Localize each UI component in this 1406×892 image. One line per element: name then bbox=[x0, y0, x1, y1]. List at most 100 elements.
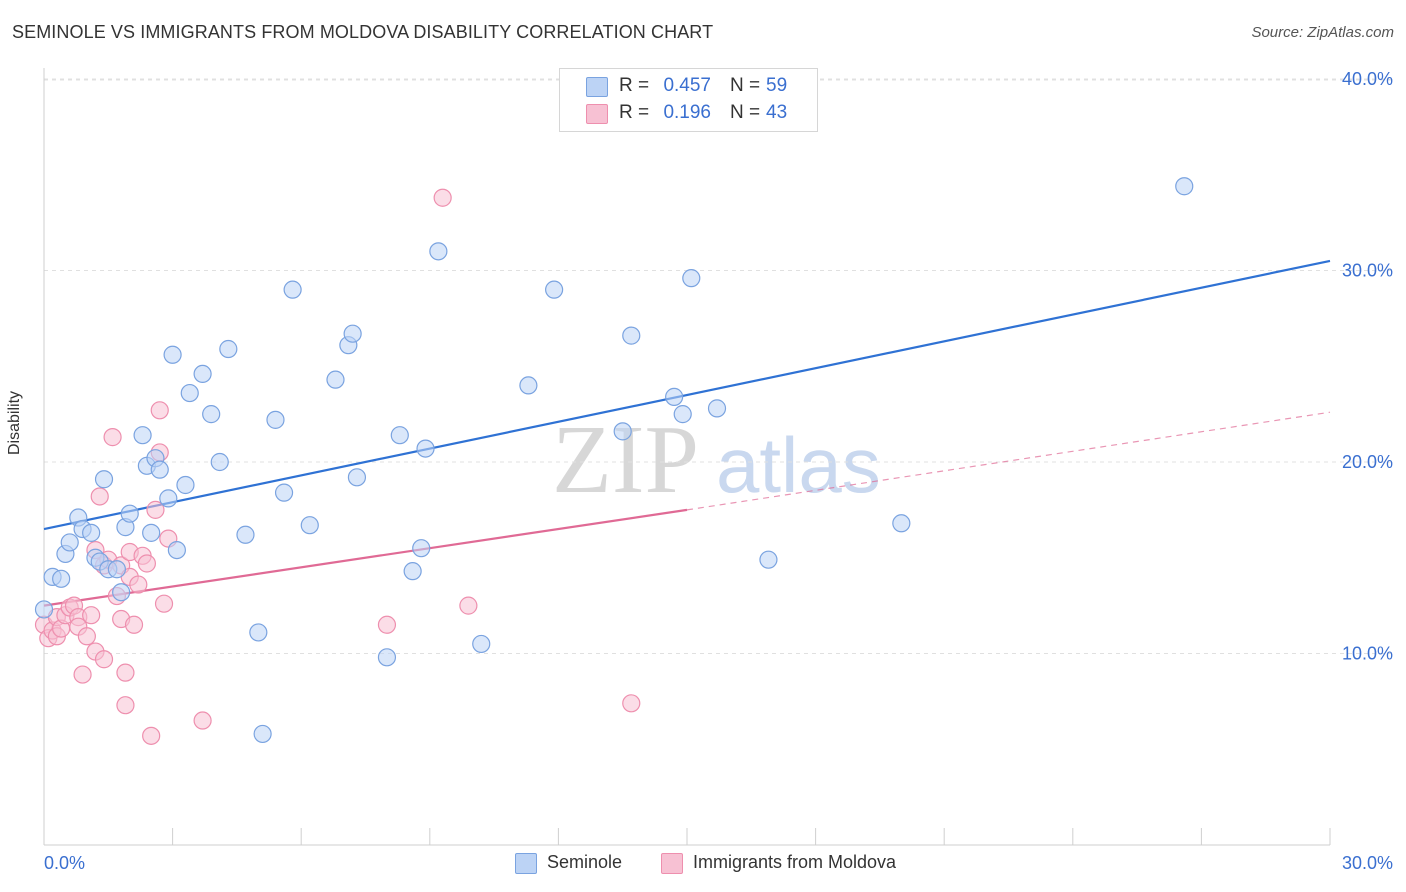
axes bbox=[43, 68, 1331, 846]
seminole-point bbox=[82, 523, 101, 542]
seminole-point bbox=[180, 383, 199, 403]
seminole-point bbox=[416, 439, 435, 458]
seminole-point bbox=[274, 483, 294, 502]
seminole-point bbox=[622, 326, 641, 345]
seminole-point bbox=[253, 724, 272, 744]
moldova-point bbox=[77, 627, 96, 646]
stats-legend-row-moldova: R = 0.196 N = 43 bbox=[560, 102, 817, 126]
y-tick-label: 30.0% bbox=[1342, 261, 1393, 281]
moldova-point bbox=[433, 188, 452, 207]
seminole-swatch bbox=[586, 77, 608, 97]
seminole-point bbox=[210, 452, 229, 472]
seminole-legend-swatch bbox=[515, 853, 537, 874]
legend-label: Seminole bbox=[547, 852, 623, 872]
seminole-point bbox=[176, 475, 195, 495]
seminole-point bbox=[613, 422, 632, 441]
moldova-point bbox=[94, 650, 114, 669]
x-tick-label: 0.0% bbox=[44, 853, 85, 873]
moldova-swatch bbox=[586, 104, 608, 124]
legend-label: Immigrants from Moldova bbox=[693, 852, 897, 872]
moldova-point bbox=[377, 615, 397, 634]
seminole-point bbox=[377, 648, 397, 667]
seminole-point bbox=[403, 562, 422, 581]
seminole-point bbox=[163, 345, 182, 364]
moldova-point bbox=[82, 606, 101, 625]
moldova-point bbox=[73, 665, 92, 684]
r-label: R = bbox=[619, 102, 650, 123]
n-value: 59 bbox=[766, 75, 788, 96]
moldova-point bbox=[129, 575, 148, 594]
seminole-point bbox=[112, 583, 131, 602]
moldova-trend-line bbox=[43, 508, 688, 607]
seminole-point bbox=[34, 600, 54, 619]
data-points bbox=[34, 177, 1194, 745]
n-value: 43 bbox=[766, 102, 788, 123]
moldova-point bbox=[124, 615, 144, 634]
stats-legend: R = 0.457 N = 59 R = 0.196 N = 43 bbox=[559, 68, 818, 132]
seminole-point bbox=[283, 280, 302, 299]
seminole-point bbox=[326, 370, 345, 389]
moldova-point bbox=[154, 594, 174, 613]
moldova-point bbox=[137, 554, 156, 573]
moldova-point bbox=[103, 428, 122, 447]
y-tick-label: 20.0% bbox=[1342, 452, 1393, 472]
r-value: 0.457 bbox=[663, 75, 711, 96]
seminole-point bbox=[219, 339, 238, 359]
seminole-point bbox=[150, 460, 169, 479]
seminole-point bbox=[94, 470, 114, 489]
seminole-point bbox=[759, 550, 778, 569]
seminole-point bbox=[429, 242, 448, 261]
seminole-point bbox=[665, 387, 684, 406]
seminole-point bbox=[892, 514, 911, 533]
chart-title: SEMINOLE VS IMMIGRANTS FROM MOLDOVA DISA… bbox=[12, 22, 714, 42]
seminole-point bbox=[347, 468, 367, 487]
seminole-point bbox=[266, 410, 285, 429]
seminole-point bbox=[472, 634, 491, 654]
seminole-point bbox=[300, 516, 319, 535]
seminole-point bbox=[107, 560, 126, 579]
moldova-point bbox=[622, 694, 641, 713]
tick-labels: 10.0% 20.0% 30.0% 40.0% 0.0% 30.0% bbox=[44, 69, 1393, 873]
seminole-point bbox=[249, 623, 268, 642]
moldova-legend-swatch bbox=[661, 853, 683, 874]
moldova-trend-extension bbox=[686, 411, 1331, 511]
seminole-point bbox=[519, 376, 538, 395]
seminole-point bbox=[682, 269, 701, 288]
source-label: Source: ZipAtlas.com bbox=[1251, 24, 1394, 41]
seminole-point bbox=[142, 523, 161, 542]
y-tick-label: 40.0% bbox=[1342, 69, 1393, 89]
seminole-point bbox=[236, 525, 255, 544]
seminole-point bbox=[390, 426, 409, 445]
x-tick-label: 30.0% bbox=[1342, 853, 1393, 873]
watermark-zip: ZIP bbox=[552, 406, 699, 514]
seminole-point bbox=[343, 324, 362, 343]
watermark-atlas: atlas bbox=[716, 421, 881, 509]
seminole-point bbox=[120, 504, 139, 523]
seminole-trend-line bbox=[43, 259, 1331, 531]
seminole-point bbox=[1175, 177, 1194, 196]
moldova-point bbox=[90, 487, 109, 506]
seminole-point bbox=[133, 426, 152, 445]
moldova-point bbox=[146, 500, 165, 519]
seminole-point bbox=[202, 405, 221, 424]
y-tick-label: 10.0% bbox=[1342, 644, 1393, 664]
seminole-point bbox=[167, 540, 186, 560]
moldova-point bbox=[142, 726, 161, 745]
series-legend: Seminole Immigrants from Moldova bbox=[0, 852, 1406, 878]
seminole-point bbox=[673, 405, 692, 424]
seminole-point bbox=[52, 569, 71, 588]
seminole-point bbox=[707, 399, 727, 418]
trend-lines bbox=[43, 259, 1331, 607]
moldova-point bbox=[459, 596, 478, 615]
moldova-point bbox=[116, 696, 135, 715]
seminole-point bbox=[159, 489, 178, 508]
stats-legend-row-seminole: R = 0.457 N = 59 bbox=[560, 75, 817, 99]
seminole-point bbox=[193, 364, 212, 384]
r-value: 0.196 bbox=[663, 102, 711, 123]
moldova-point bbox=[193, 711, 212, 730]
r-label: R = bbox=[619, 75, 650, 96]
seminole-point bbox=[545, 280, 564, 299]
seminole-point bbox=[60, 533, 79, 552]
moldova-point bbox=[150, 401, 169, 420]
